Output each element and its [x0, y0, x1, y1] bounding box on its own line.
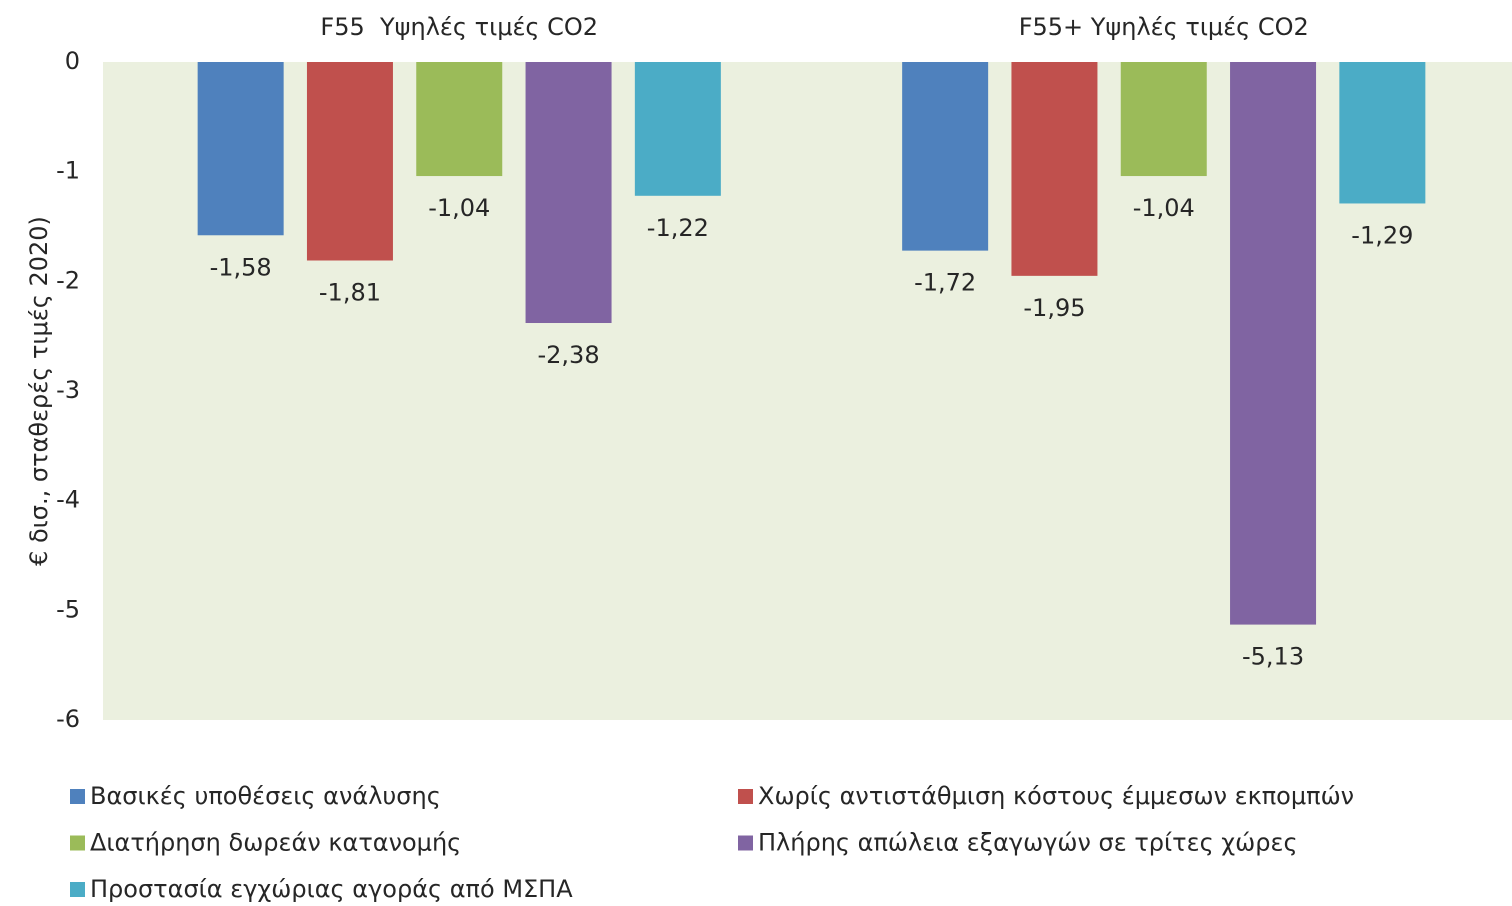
bar [1011, 62, 1098, 276]
bar [525, 62, 612, 324]
data-label: -1,81 [319, 278, 381, 306]
legend-label: Διατήρηση δωρεάν κατανομής [90, 829, 461, 857]
bar [1339, 62, 1426, 204]
legend-swatch [70, 882, 85, 897]
x-tick-label: F55 Υψηλές τιμές CO2 [320, 13, 598, 41]
y-tick-label: -5 [56, 595, 80, 623]
bar [634, 62, 721, 196]
y-tick-label: -3 [56, 376, 80, 404]
y-tick-label: -1 [56, 157, 80, 185]
y-tick-label: 0 [65, 47, 80, 75]
data-label: -1,04 [1133, 194, 1195, 222]
legend-label: Βασικές υποθέσεις ανάλυσης [90, 782, 441, 810]
data-label: -1,58 [210, 253, 272, 281]
y-axis-label: € δισ., σταθερές τιμές 2020) [25, 216, 53, 566]
y-tick-label: -2 [56, 266, 80, 294]
legend-label: Χωρίς αντιστάθμιση κόστους έμμεσων εκπομ… [758, 782, 1354, 810]
bar [306, 62, 393, 261]
legend-label: Προστασία εγχώριας αγοράς από ΜΣΠΑ [90, 875, 573, 903]
data-label: -5,13 [1242, 643, 1304, 671]
bar [416, 62, 503, 177]
data-label: -1,04 [428, 194, 490, 222]
data-label: -1,29 [1351, 221, 1413, 249]
legend-label: Πλήρης απώλεια εξαγωγών σε τρίτες χώρες [758, 829, 1298, 857]
legend-swatch [738, 789, 753, 804]
y-tick-label: -4 [56, 486, 80, 514]
bar [902, 62, 989, 251]
y-tick-label: -6 [56, 705, 80, 733]
bar [1120, 62, 1207, 177]
data-label: -2,38 [537, 341, 599, 369]
data-label: -1,95 [1023, 294, 1085, 322]
bar [197, 62, 284, 236]
legend-swatch [70, 789, 85, 804]
legend-swatch [70, 835, 85, 851]
bar [1230, 62, 1317, 625]
x-tick-label: F55+ Υψηλές τιμές CO2 [1019, 13, 1309, 41]
data-label: -1,72 [914, 269, 976, 297]
legend-swatch [738, 835, 753, 851]
data-label: -1,22 [647, 214, 709, 242]
